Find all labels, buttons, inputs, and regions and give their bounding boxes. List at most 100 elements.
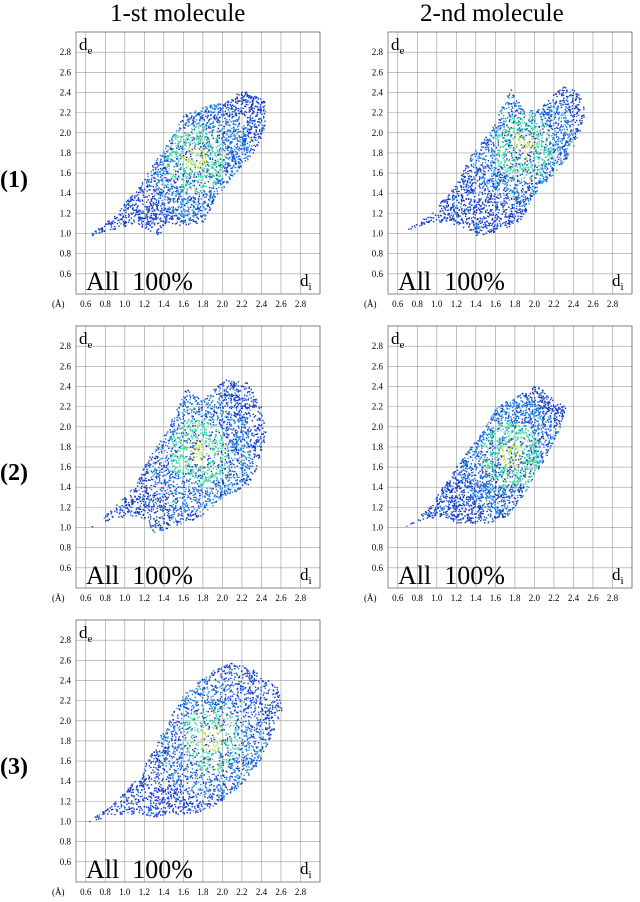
data-point (440, 205, 443, 207)
data-point (185, 167, 187, 169)
data-point (532, 141, 534, 143)
data-point (199, 173, 202, 175)
data-point (168, 214, 170, 216)
data-point (227, 163, 229, 166)
data-point (535, 134, 537, 136)
data-point (551, 156, 553, 158)
data-point (249, 116, 251, 119)
data-point (467, 190, 469, 192)
data-point (205, 152, 207, 154)
data-point (452, 203, 454, 205)
data-point (554, 116, 556, 118)
data-point (478, 208, 480, 211)
data-point (140, 212, 143, 214)
data-point (165, 177, 168, 179)
data-point (235, 113, 237, 115)
data-point (193, 205, 195, 208)
data-point (568, 106, 570, 109)
data-point (172, 209, 174, 212)
data-point (114, 215, 116, 218)
data-point (176, 158, 179, 160)
data-point (551, 161, 554, 164)
data-point (563, 97, 565, 99)
data-point (213, 111, 216, 113)
data-point (191, 148, 193, 151)
data-point (247, 116, 249, 119)
data-point (174, 177, 177, 180)
data-point (207, 205, 209, 208)
data-point (230, 130, 232, 132)
data-point (569, 109, 571, 111)
data-point (505, 159, 507, 162)
data-point (247, 95, 250, 97)
data-point (576, 111, 579, 113)
data-point (166, 172, 168, 174)
data-point (520, 108, 522, 110)
data-point (223, 159, 225, 161)
data-point (479, 209, 481, 212)
data-point (478, 198, 480, 200)
data-point (503, 189, 505, 191)
data-point (524, 167, 526, 170)
data-point (520, 162, 522, 164)
data-point (534, 113, 537, 115)
data-point (471, 165, 473, 167)
data-point (512, 147, 515, 149)
data-point (190, 173, 193, 175)
data-point (252, 97, 255, 99)
data-point (486, 196, 488, 198)
data-point (494, 134, 496, 136)
data-point (238, 123, 240, 125)
data-point (471, 184, 473, 187)
data-point (453, 214, 455, 216)
data-point (211, 176, 213, 178)
data-point (256, 101, 258, 104)
data-point (170, 215, 172, 217)
data-point (208, 131, 211, 134)
data-point (509, 214, 511, 216)
data-point (445, 199, 448, 201)
data-point (483, 170, 485, 172)
data-point (201, 178, 204, 180)
data-point (198, 195, 200, 198)
data-point (210, 190, 212, 192)
data-point (197, 135, 199, 138)
data-point (488, 224, 490, 226)
data-point (563, 150, 565, 152)
data-point (137, 213, 139, 216)
data-point (181, 190, 184, 193)
data-point (213, 162, 215, 164)
data-point (501, 213, 503, 215)
data-point (205, 135, 208, 138)
data-point (513, 193, 516, 195)
data-point (481, 164, 483, 166)
data-point (109, 223, 111, 225)
data-point (479, 204, 481, 206)
data-point (198, 125, 200, 127)
data-point (518, 107, 520, 110)
data-point (131, 198, 133, 200)
data-point (213, 116, 215, 118)
data-point (198, 155, 201, 157)
data-point (464, 189, 466, 191)
data-point (244, 105, 246, 107)
data-point (114, 221, 116, 224)
data-point (540, 152, 542, 154)
data-point (493, 160, 495, 163)
data-point (239, 139, 241, 141)
data-point (201, 114, 203, 117)
data-point (223, 131, 226, 133)
data-point (443, 212, 445, 214)
data-point (177, 189, 179, 191)
data-point (520, 125, 522, 127)
data-point (187, 159, 189, 161)
data-point (139, 191, 141, 193)
data-point (489, 231, 491, 233)
data-point (153, 197, 155, 200)
data-point (467, 165, 469, 167)
data-point (557, 124, 559, 126)
data-point (541, 144, 543, 147)
data-point (195, 126, 198, 128)
data-point (530, 167, 533, 169)
data-point (452, 204, 454, 206)
